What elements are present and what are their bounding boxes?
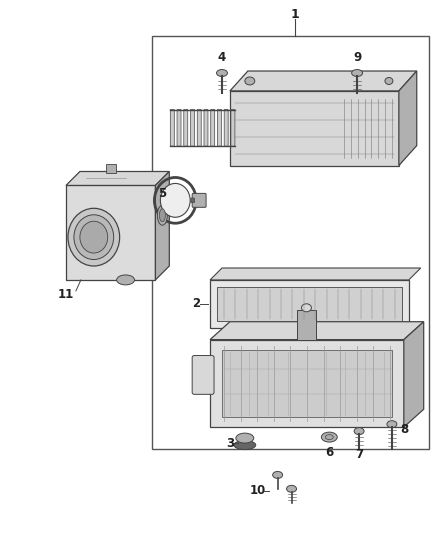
Ellipse shape xyxy=(74,215,114,260)
Bar xyxy=(297,310,316,340)
Bar xyxy=(210,340,404,427)
Ellipse shape xyxy=(286,486,297,492)
Ellipse shape xyxy=(354,427,364,434)
Text: 10: 10 xyxy=(250,484,266,497)
FancyBboxPatch shape xyxy=(170,109,174,146)
Ellipse shape xyxy=(387,421,397,427)
Polygon shape xyxy=(66,172,170,185)
Ellipse shape xyxy=(385,77,393,84)
Bar xyxy=(66,185,155,280)
Ellipse shape xyxy=(325,434,333,440)
Text: 11: 11 xyxy=(58,288,74,301)
Polygon shape xyxy=(404,322,424,427)
Bar xyxy=(152,36,429,449)
Ellipse shape xyxy=(80,221,108,253)
Text: 7: 7 xyxy=(355,448,363,461)
Text: 9: 9 xyxy=(353,51,361,63)
Ellipse shape xyxy=(157,205,167,225)
FancyBboxPatch shape xyxy=(177,109,181,146)
Bar xyxy=(106,164,116,173)
Text: 8: 8 xyxy=(401,423,409,435)
Ellipse shape xyxy=(245,77,255,85)
Ellipse shape xyxy=(301,304,311,312)
Polygon shape xyxy=(230,71,417,91)
Polygon shape xyxy=(210,268,421,280)
Ellipse shape xyxy=(321,432,337,442)
Bar xyxy=(217,287,402,321)
Ellipse shape xyxy=(117,275,134,285)
Text: 4: 4 xyxy=(218,51,226,63)
FancyBboxPatch shape xyxy=(184,109,188,146)
Ellipse shape xyxy=(234,441,256,449)
Text: 5: 5 xyxy=(158,187,166,200)
FancyBboxPatch shape xyxy=(211,109,215,146)
Bar xyxy=(210,280,409,328)
Ellipse shape xyxy=(216,69,227,77)
Ellipse shape xyxy=(236,433,254,443)
Bar xyxy=(222,350,392,417)
FancyBboxPatch shape xyxy=(217,109,222,146)
Polygon shape xyxy=(210,322,424,340)
FancyBboxPatch shape xyxy=(191,109,194,146)
Ellipse shape xyxy=(352,69,363,77)
Ellipse shape xyxy=(68,208,120,266)
FancyBboxPatch shape xyxy=(191,198,194,203)
Ellipse shape xyxy=(159,209,165,222)
Ellipse shape xyxy=(160,183,190,217)
FancyBboxPatch shape xyxy=(204,109,208,146)
Polygon shape xyxy=(155,172,170,280)
FancyBboxPatch shape xyxy=(231,109,235,146)
Text: 2: 2 xyxy=(192,297,200,310)
Ellipse shape xyxy=(273,471,283,479)
Polygon shape xyxy=(399,71,417,166)
FancyBboxPatch shape xyxy=(197,109,201,146)
FancyBboxPatch shape xyxy=(192,193,206,207)
Bar xyxy=(230,91,399,166)
Text: 1: 1 xyxy=(290,8,299,21)
FancyBboxPatch shape xyxy=(192,356,214,394)
Text: 3: 3 xyxy=(226,437,234,449)
FancyBboxPatch shape xyxy=(224,109,228,146)
Text: 6: 6 xyxy=(325,446,333,458)
